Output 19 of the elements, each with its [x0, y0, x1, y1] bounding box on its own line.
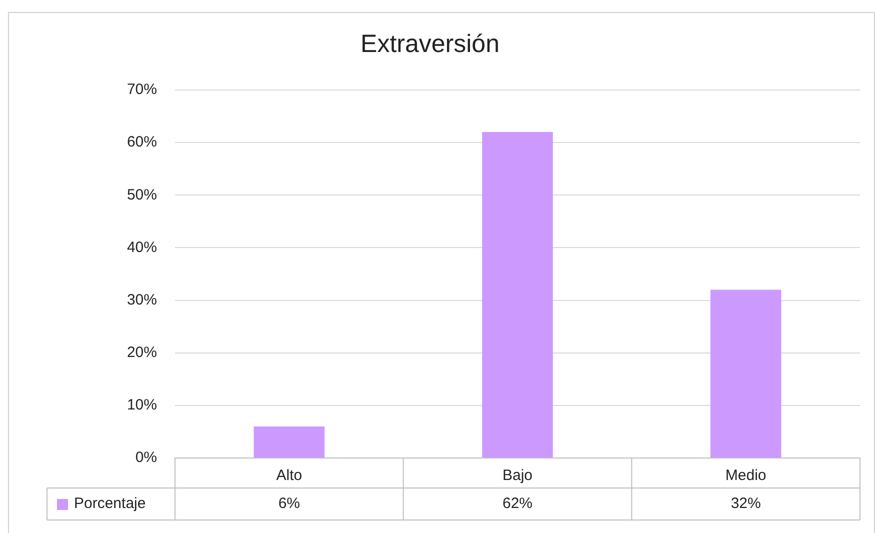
y-tick-label: 40%: [126, 238, 157, 256]
y-tick-label: 30%: [126, 291, 157, 308]
bar: [482, 132, 553, 458]
x-tick-label: Alto: [276, 467, 302, 484]
x-tick-label: Bajo: [502, 467, 533, 484]
bar: [254, 426, 325, 458]
bar: [710, 290, 782, 458]
y-tick-label: 70%: [126, 81, 157, 98]
y-tick-label: 50%: [126, 186, 157, 204]
data-label: 6%: [278, 495, 300, 512]
data-label: 62%: [502, 495, 533, 512]
y-tick-label: 60%: [126, 134, 157, 151]
y-tick-label: 20%: [126, 344, 157, 361]
y-tick-label: 10%: [126, 396, 157, 414]
y-tick-label: 0%: [135, 449, 157, 466]
x-tick-label: Medio: [725, 467, 766, 484]
chart-title: Extraversión: [360, 30, 500, 58]
data-label: 32%: [730, 495, 761, 512]
legend-label: Porcentaje: [74, 495, 146, 512]
